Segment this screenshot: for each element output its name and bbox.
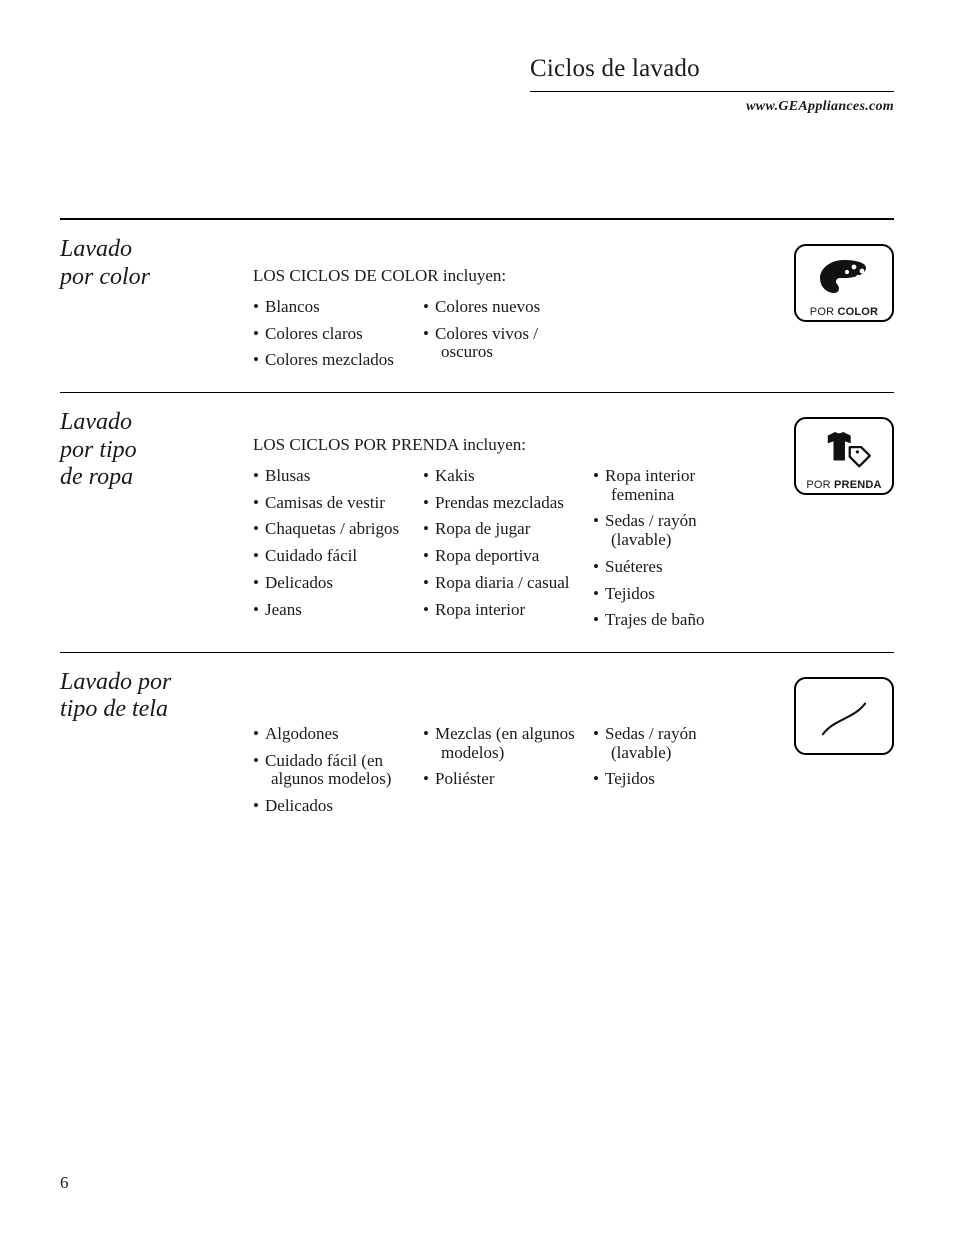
icon-por-color: POR COLOR [794, 244, 894, 322]
list-item: Algodones [253, 725, 413, 744]
list-item: Tejidos [593, 585, 743, 604]
heading-line: Lavado [60, 409, 132, 435]
section-body: LOS CICLOS DE COLOR incluyen: Blancos Co… [199, 220, 894, 392]
list-item: Ropa deportiva [423, 547, 583, 566]
list-item: Trajes de baño [593, 611, 743, 630]
list-item: Colores claros [253, 325, 413, 344]
content: Lavado por color LOS CICLOS DE COLOR inc… [60, 220, 894, 838]
page: Ciclos de lavado www.GEAppliances.com La… [0, 0, 954, 1235]
heading-line: Lavado [60, 236, 132, 262]
heading-line: Lavado por [60, 669, 171, 695]
list-item: Colores vivos /oscuros [423, 325, 583, 362]
list-item: Poliéster [423, 770, 583, 789]
list-item: Colores nuevos [423, 298, 583, 317]
item-column: Ropa interiorfemenina Sedas / rayón(lava… [593, 461, 753, 638]
section-intro: LOS CICLOS POR PRENDA incluyen: [199, 435, 894, 455]
item-list: Kakis Prendas mezcladas Ropa de jugar Ro… [423, 467, 583, 619]
list-item: Jeans [253, 601, 413, 620]
item-column: Algodones Cuidado fácil (enalgunos model… [253, 719, 423, 824]
section-intro: LOS CICLOS DE COLOR incluyen: [199, 266, 894, 286]
section-por-tipo-de-ropa: Lavado por tipo de ropa LOS CICLOS POR P… [60, 392, 894, 652]
item-list: Blusas Camisas de vestir Chaquetas / abr… [253, 467, 413, 619]
item-list: Mezclas (en algunosmodelos) Poliéster [423, 725, 583, 789]
section-body: Algodones Cuidado fácil (enalgunos model… [199, 653, 894, 838]
list-item: Sedas / rayón(lavable) [593, 725, 743, 762]
section-heading: Lavado por tipo de tela [60, 653, 199, 724]
icon-caption: POR COLOR [810, 306, 878, 318]
list-item: Blancos [253, 298, 413, 317]
list-item: Suéteres [593, 558, 743, 577]
list-item: Chaquetas / abrigos [253, 520, 413, 539]
list-item: Ropa interior [423, 601, 583, 620]
section-body: LOS CICLOS POR PRENDA incluyen: Blusas C… [199, 393, 894, 652]
item-list: Colores nuevos Colores vivos /oscuros [423, 298, 583, 362]
list-item: Kakis [423, 467, 583, 486]
list-item: Delicados [253, 797, 413, 816]
item-column: Colores nuevos Colores vivos /oscuros [423, 292, 593, 378]
shirt-tag-icon [800, 423, 888, 477]
heading-line: por tipo [60, 437, 137, 463]
section-heading: Lavado por color [60, 220, 199, 291]
list-item: Sedas / rayón(lavable) [593, 512, 743, 549]
icon-por-prenda: POR PRENDA [794, 417, 894, 495]
heading-line: por color [60, 264, 150, 290]
list-item: Cuidado fácil (enalgunos modelos) [253, 752, 413, 789]
list-item: Tejidos [593, 770, 743, 789]
list-item: Ropa diaria / casual [423, 574, 583, 593]
section-por-color: Lavado por color LOS CICLOS DE COLOR inc… [60, 220, 894, 392]
item-column: Kakis Prendas mezcladas Ropa de jugar Ro… [423, 461, 593, 638]
item-columns: Algodones Cuidado fácil (enalgunos model… [199, 719, 894, 824]
fabric-swatch-icon [800, 683, 888, 751]
caption-por: POR [810, 306, 834, 318]
list-item: Camisas de vestir [253, 494, 413, 513]
palette-icon [800, 250, 888, 304]
website-url: www.GEAppliances.com [530, 99, 894, 115]
item-column: Blusas Camisas de vestir Chaquetas / abr… [253, 461, 423, 638]
list-item: Delicados [253, 574, 413, 593]
icon-por-tela [794, 677, 894, 755]
item-column: Mezclas (en algunosmodelos) Poliéster [423, 719, 593, 824]
item-column: Blancos Colores claros Colores mezclados [253, 292, 423, 378]
header-rule [530, 91, 894, 92]
list-item: Mezclas (en algunosmodelos) [423, 725, 583, 762]
item-list: Sedas / rayón(lavable) Tejidos [593, 725, 743, 789]
caption-word: PRENDA [834, 479, 882, 491]
page-number: 6 [60, 1173, 69, 1193]
list-item: Cuidado fácil [253, 547, 413, 566]
item-list: Algodones Cuidado fácil (enalgunos model… [253, 725, 413, 816]
list-item: Blusas [253, 467, 413, 486]
item-columns: Blusas Camisas de vestir Chaquetas / abr… [199, 461, 894, 638]
item-list: Blancos Colores claros Colores mezclados [253, 298, 413, 370]
header-block: Ciclos de lavado www.GEAppliances.com [530, 55, 894, 115]
page-title: Ciclos de lavado [530, 55, 894, 83]
caption-word: COLOR [837, 306, 878, 318]
list-item: Colores mezclados [253, 351, 413, 370]
list-item: Prendas mezcladas [423, 494, 583, 513]
section-por-tipo-de-tela: Lavado por tipo de tela Algodones Cuidad… [60, 652, 894, 838]
icon-caption: POR PRENDA [806, 479, 881, 491]
section-heading: Lavado por tipo de ropa [60, 393, 199, 492]
caption-por: POR [806, 479, 830, 491]
list-item: Ropa interiorfemenina [593, 467, 743, 504]
item-list: Ropa interiorfemenina Sedas / rayón(lava… [593, 467, 743, 630]
heading-line: de ropa [60, 464, 133, 490]
item-column: Sedas / rayón(lavable) Tejidos [593, 719, 753, 824]
list-item: Ropa de jugar [423, 520, 583, 539]
item-columns: Blancos Colores claros Colores mezclados… [199, 292, 894, 378]
heading-line: tipo de tela [60, 696, 168, 722]
